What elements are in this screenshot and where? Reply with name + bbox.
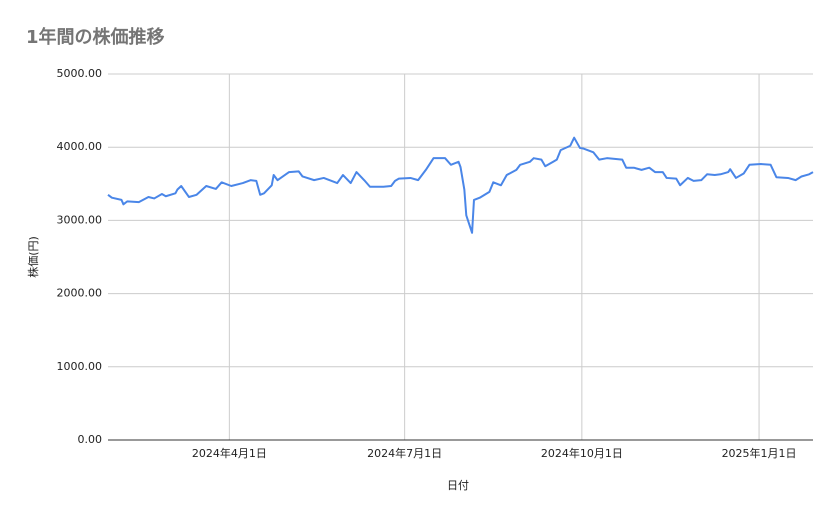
y-tick-label: 5000.00	[57, 67, 103, 80]
y-tick-label: 0.00	[78, 433, 103, 446]
x-tick-label: 2024年10月1日	[541, 446, 623, 460]
y-tick-label: 3000.00	[57, 213, 103, 226]
y-axis-label: 株価(円)	[26, 236, 40, 278]
x-axis-label: 日付	[447, 479, 469, 492]
x-tick-label: 2024年4月1日	[192, 446, 267, 460]
price-line	[107, 136, 814, 234]
y-tick-label: 4000.00	[57, 140, 103, 153]
y-tick-label: 1000.00	[57, 360, 103, 373]
x-tick-label: 2024年7月1日	[367, 446, 442, 460]
y-tick-label: 2000.00	[57, 287, 103, 300]
chart-title: 1年間の株価推移	[26, 26, 165, 48]
x-tick-label: 2025年1月1日	[722, 446, 797, 460]
